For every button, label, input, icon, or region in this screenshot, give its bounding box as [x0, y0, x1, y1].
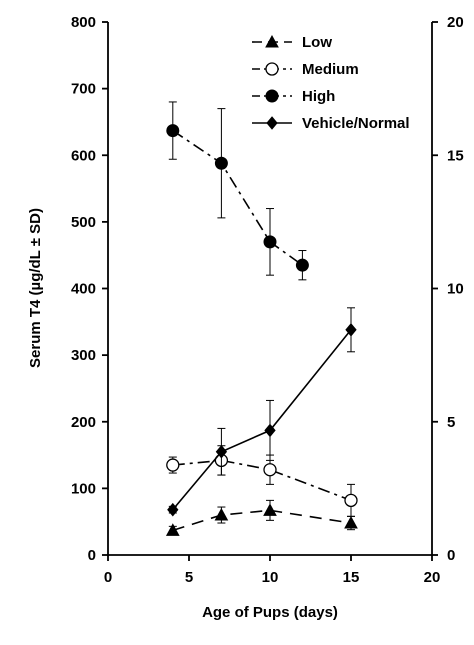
series-vehicle-normal [167, 307, 357, 517]
y-tick-label: 600 [71, 147, 96, 164]
y-tick-label: 100 [71, 480, 96, 497]
data-point [263, 463, 277, 477]
legend-label: Vehicle/Normal [302, 115, 410, 132]
x-tick-label: 10 [262, 569, 279, 586]
y-tick-label: 800 [71, 14, 96, 31]
series-high [166, 101, 309, 281]
data-point [344, 515, 358, 529]
legend-item: Medium [252, 61, 359, 78]
data-point [165, 523, 180, 536]
data-point [214, 507, 229, 521]
data-point [263, 503, 277, 516]
y2-tick-label: 15 [447, 147, 464, 164]
legend-item: Vehicle/Normal [252, 115, 410, 132]
legend-label: High [302, 88, 335, 105]
data-point [166, 124, 180, 138]
y-tick-label: 300 [71, 347, 96, 364]
legend-item: Low [252, 34, 332, 51]
y-tick-label: 700 [71, 81, 96, 98]
series-line [172, 329, 352, 511]
data-point [344, 493, 358, 508]
data-point [166, 458, 180, 472]
legend: Low Medium High Vehicle/Normal [252, 34, 410, 132]
series-line [172, 509, 352, 532]
legend-item: High [252, 88, 335, 105]
legend-marker [265, 34, 279, 48]
ticks: 0 5 10 15 2001002003004005006007008000510152… [71, 14, 464, 586]
data-point [295, 258, 309, 272]
legend-marker [266, 116, 278, 130]
legend-label: Medium [302, 61, 359, 78]
y-tick-label: 500 [71, 214, 96, 231]
y2-tick-label: 0 [447, 547, 455, 564]
series-layer [165, 101, 358, 536]
y-tick-label: 400 [71, 281, 96, 298]
data-point [264, 423, 276, 438]
x-tick-label: 15 [343, 569, 360, 586]
data-point [263, 235, 277, 249]
data-point [345, 323, 357, 337]
series-line [172, 459, 352, 502]
x-tick-label: 5 [185, 569, 193, 586]
legend-marker [265, 89, 279, 103]
data-point [167, 502, 179, 517]
legend-marker [265, 62, 279, 76]
y2-tick-label: 5 [447, 414, 455, 431]
x-tick-label: 20 [424, 569, 441, 586]
x-tick-label: 0 [104, 569, 112, 586]
x-axis-title: Age of Pups (days) [202, 604, 338, 621]
series-low [165, 499, 358, 536]
series-line [172, 129, 303, 266]
series-medium [166, 445, 358, 517]
data-point [214, 156, 228, 170]
y2-tick-label: 10 [447, 281, 464, 298]
data-point [215, 444, 228, 459]
y-tick-label: 0 [88, 547, 96, 564]
y-axis-title: Serum T4 (µg/dL ± SD) [27, 208, 44, 368]
legend-label: Low [302, 34, 332, 51]
y-tick-label: 200 [71, 414, 96, 431]
y2-tick-label: 20 [447, 14, 464, 31]
